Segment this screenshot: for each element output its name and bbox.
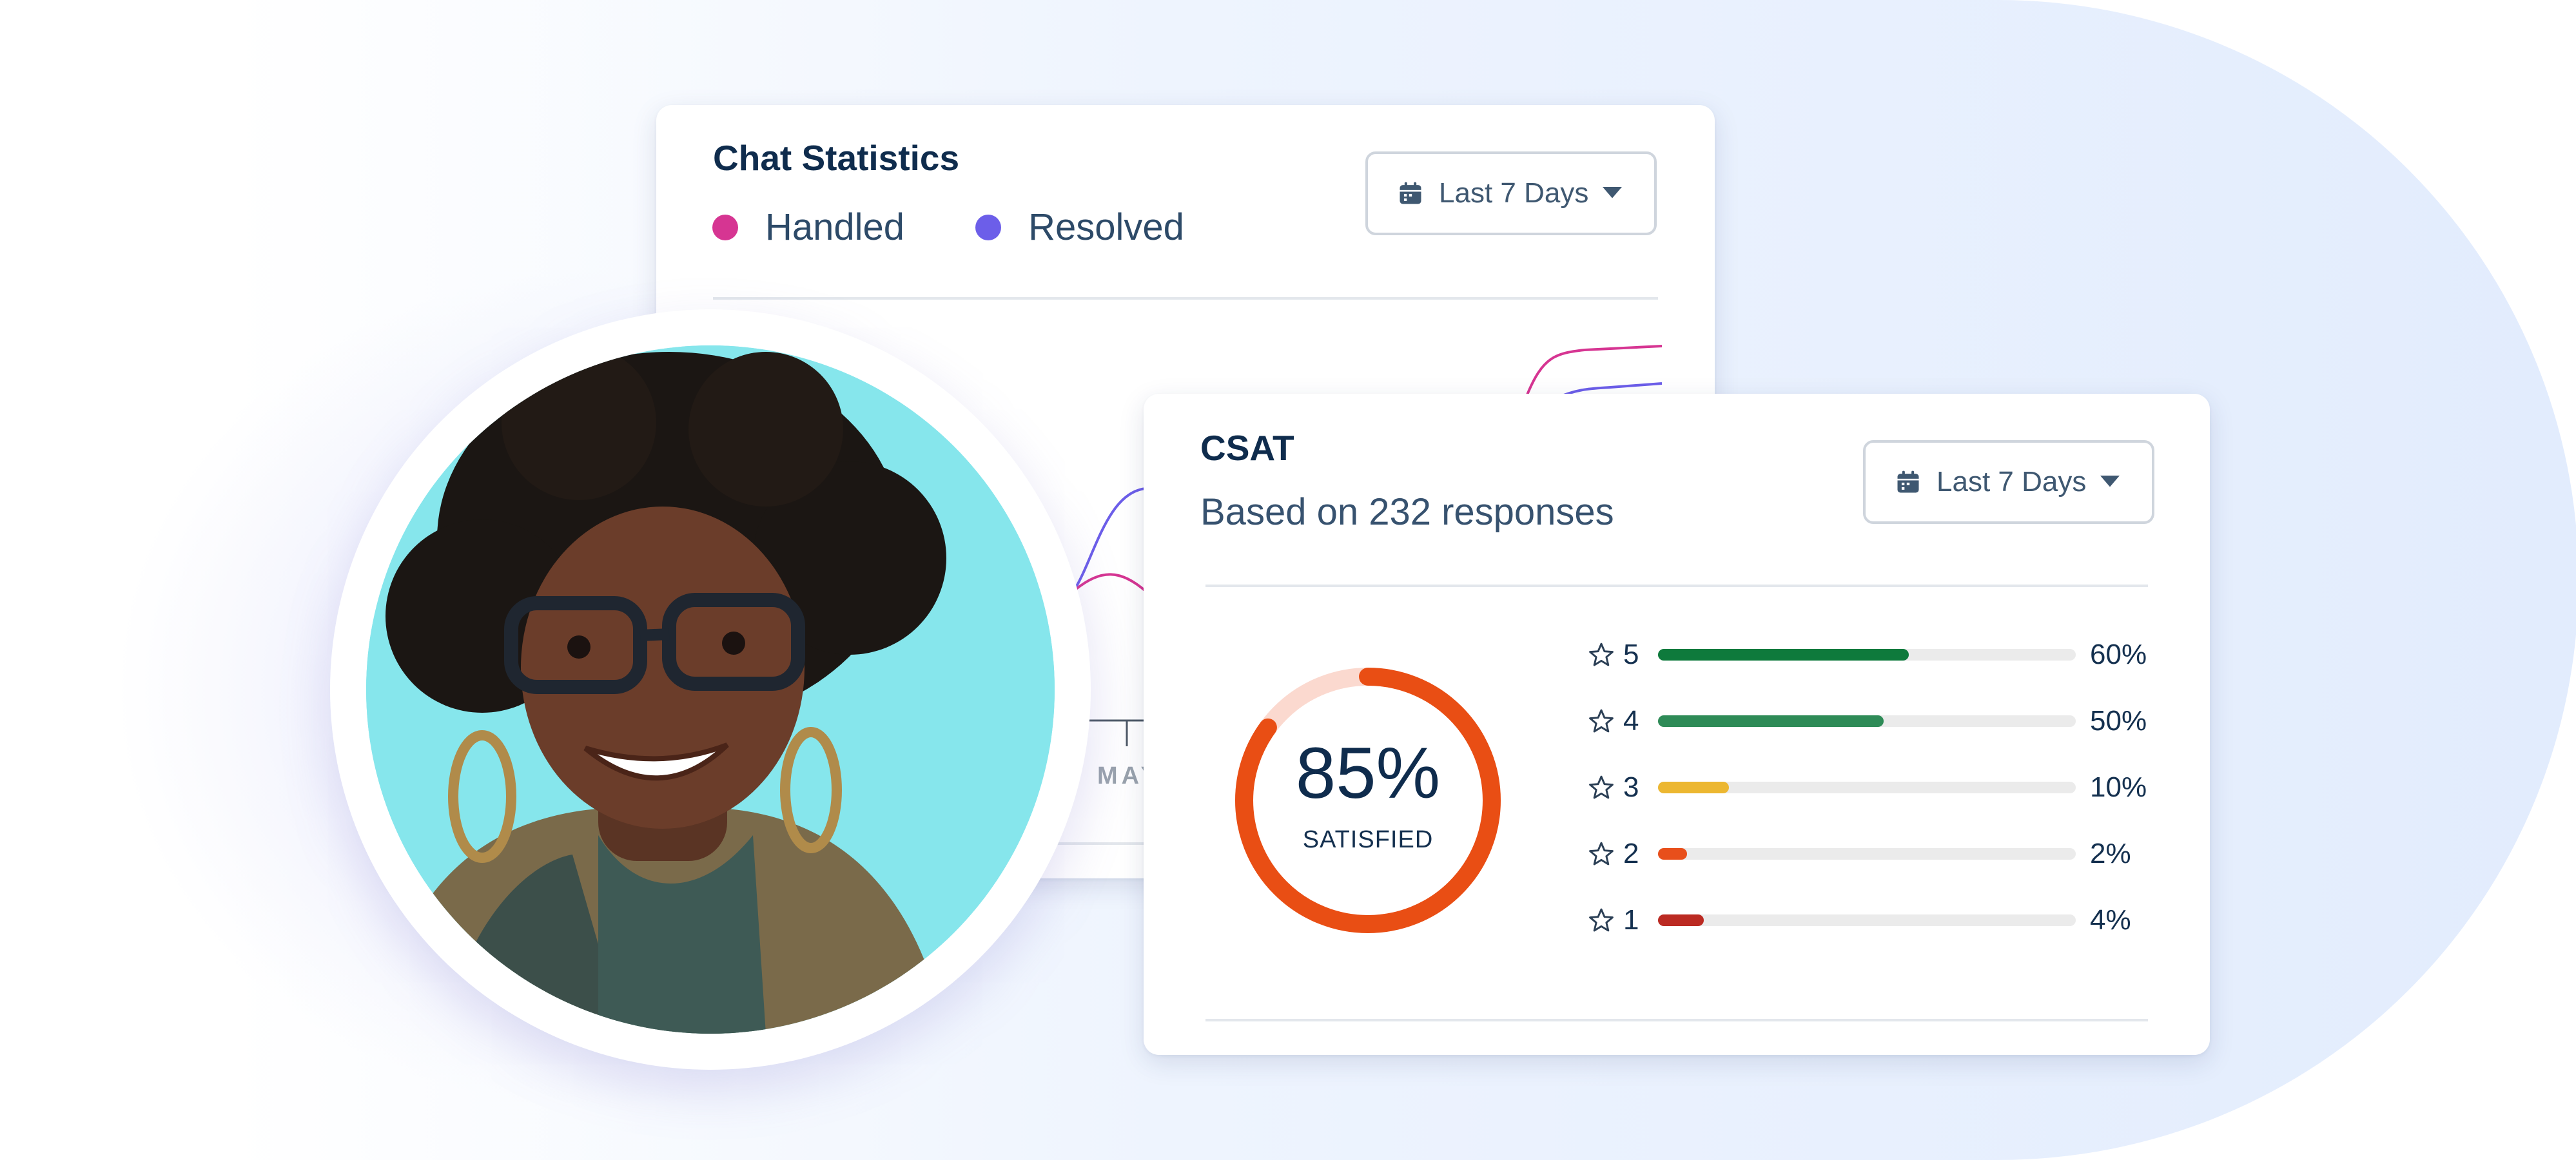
- legend-label-resolved: Resolved: [1028, 206, 1184, 248]
- legend-item-resolved[interactable]: Resolved: [975, 206, 1184, 249]
- rating-bar-fill: [1658, 649, 1909, 661]
- rating-bar-fill: [1658, 848, 1687, 860]
- csat-bottom-divider: [1205, 1019, 2148, 1021]
- rating-row-2: 2 2%: [1587, 835, 2131, 873]
- rating-stars-label: 5: [1623, 639, 1639, 670]
- handled-dot-icon: [712, 214, 738, 240]
- rating-bar-fill: [1658, 715, 1884, 727]
- rating-bar-fill: [1658, 782, 1729, 793]
- rating-bar-track: [1658, 649, 2076, 661]
- caret-down-icon: [1603, 187, 1623, 198]
- rating-percent: 2%: [2090, 838, 2131, 869]
- rating-stars-label: 4: [1623, 705, 1639, 737]
- csat-subtitle: Based on 232 responses: [1200, 491, 1614, 533]
- handled-series-line-left: [1074, 573, 1147, 593]
- csat-date-filter-button[interactable]: Last 7 Days: [1863, 440, 2154, 524]
- csat-title: CSAT: [1200, 428, 1294, 468]
- csat-date-filter-label: Last 7 Days: [1937, 466, 2087, 498]
- satisfaction-percent: 85%: [1295, 733, 1441, 813]
- satisfaction-donut: 85% SATISFIED: [1229, 662, 1507, 939]
- rating-bar-fill: [1658, 914, 1704, 926]
- resolved-dot-icon: [975, 214, 1002, 240]
- satisfaction-donut-ring: [1235, 668, 1501, 933]
- donut-progress-arc: [1235, 668, 1501, 933]
- csat-card: CSAT Based on 232 responses Last 7 Days …: [1144, 394, 2210, 1055]
- resolved-series-line-left: [1074, 487, 1160, 590]
- handled-series-line: [1525, 345, 1663, 397]
- rating-percent: 50%: [2090, 705, 2147, 737]
- avatar: [366, 345, 1055, 1034]
- rating-stars-label: 1: [1623, 904, 1639, 936]
- chat-statistics-title: Chat Statistics: [713, 138, 960, 178]
- caret-down-icon: [2100, 476, 2120, 487]
- rating-row-5: 5 60%: [1587, 635, 2147, 674]
- rating-row-1: 1 4%: [1587, 901, 2131, 940]
- chat-date-filter-button[interactable]: Last 7 Days: [1365, 151, 1657, 235]
- rating-percent: 60%: [2090, 639, 2147, 670]
- rating-bar-track: [1658, 782, 2076, 793]
- rating-bar-track: [1658, 914, 2076, 926]
- chat-date-filter-label: Last 7 Days: [1439, 177, 1589, 209]
- star-icon: [1589, 775, 1614, 799]
- rating-percent: 4%: [2090, 904, 2131, 936]
- legend-item-handled[interactable]: Handled: [712, 206, 904, 249]
- person-photo: [366, 345, 1055, 1034]
- star-icon: [1589, 842, 1614, 865]
- chat-header-divider: [713, 297, 1658, 300]
- rating-stars-label: 2: [1623, 838, 1639, 869]
- star-icon: [1589, 709, 1614, 733]
- chart-legend: Handled Resolved: [712, 206, 1255, 249]
- rating-bar-track: [1658, 848, 2076, 860]
- calendar-icon: [1400, 182, 1421, 204]
- rating-percent: 10%: [2090, 771, 2147, 803]
- legend-label-handled: Handled: [765, 206, 905, 248]
- rating-stars-label: 3: [1623, 771, 1639, 803]
- star-icon: [1589, 908, 1614, 932]
- csat-header-divider: [1205, 585, 2148, 587]
- rating-row-3: 3 10%: [1587, 768, 2147, 807]
- calendar-icon: [1897, 470, 1919, 493]
- rating-row-4: 4 50%: [1587, 702, 2147, 740]
- rating-bar-track: [1658, 715, 2076, 727]
- satisfaction-label: SATISFIED: [1302, 826, 1434, 853]
- star-icon: [1589, 643, 1614, 666]
